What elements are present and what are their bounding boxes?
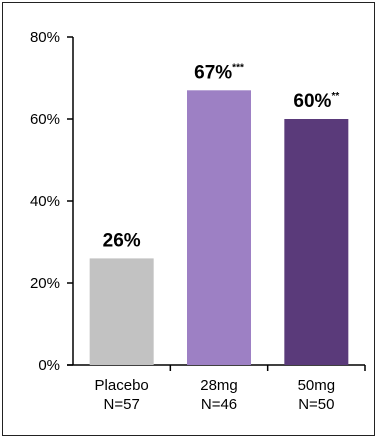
y-tick-label: 60% (30, 111, 60, 128)
bar (187, 90, 251, 366)
data-label: 60%** (293, 91, 339, 112)
y-tick-label: 0% (38, 357, 60, 374)
bar (89, 258, 154, 365)
data-label: 67%*** (194, 62, 244, 83)
y-tick-label: 80% (30, 29, 60, 46)
bar (284, 119, 349, 365)
y-tick-label: 20% (30, 275, 60, 292)
y-tick-label: 40% (30, 193, 60, 210)
category-label: 28mg N=46 (200, 377, 238, 413)
category-label: Placebo N=57 (95, 377, 149, 413)
data-label: 26% (103, 230, 141, 251)
category-label: 50mg N=50 (298, 377, 336, 413)
